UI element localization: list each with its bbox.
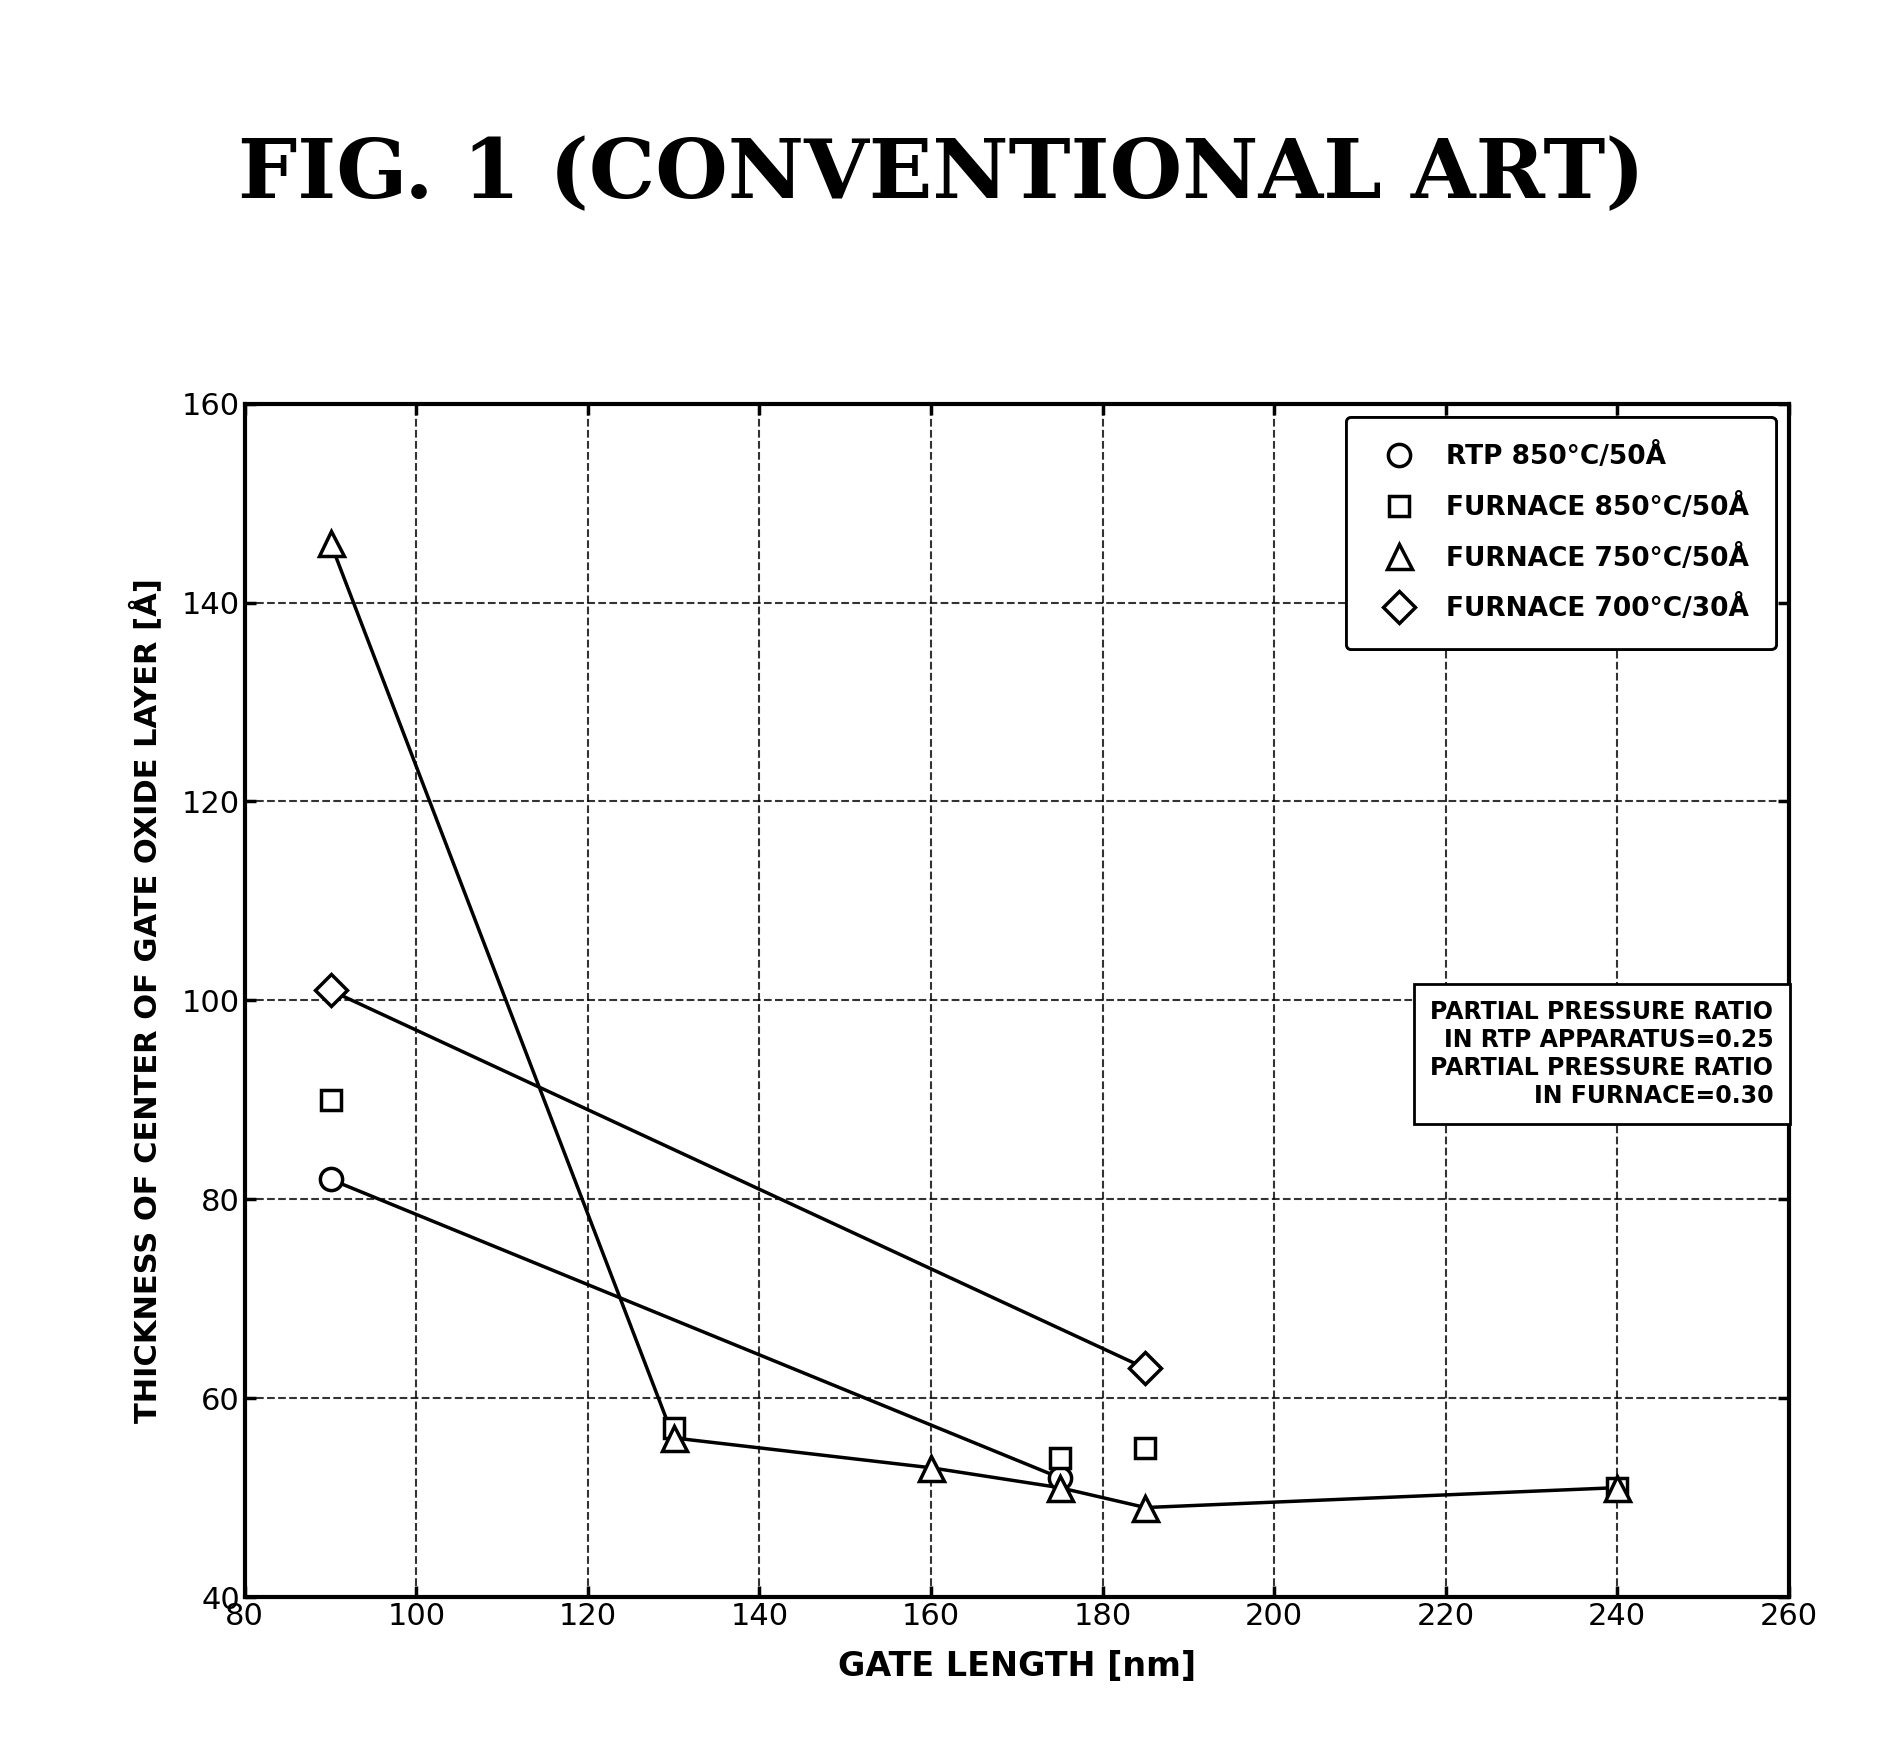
Y-axis label: THICKNESS OF CENTER OF GATE OXIDE LAYER [Å]: THICKNESS OF CENTER OF GATE OXIDE LAYER … xyxy=(130,577,162,1423)
Text: FIG. 1 (CONVENTIONAL ART): FIG. 1 (CONVENTIONAL ART) xyxy=(237,135,1645,216)
Legend: RTP 850°C/50Å, FURNACE 850°C/50Å, FURNACE 750°C/50Å, FURNACE 700°C/30Å: RTP 850°C/50Å, FURNACE 850°C/50Å, FURNAC… xyxy=(1346,418,1775,649)
Text: PARTIAL PRESSURE RATIO
IN RTP APPARATUS=0.25
PARTIAL PRESSURE RATIO
IN FURNACE=0: PARTIAL PRESSURE RATIO IN RTP APPARATUS=… xyxy=(1430,1000,1773,1107)
X-axis label: GATE LENGTH [nm]: GATE LENGTH [nm] xyxy=(837,1650,1195,1683)
